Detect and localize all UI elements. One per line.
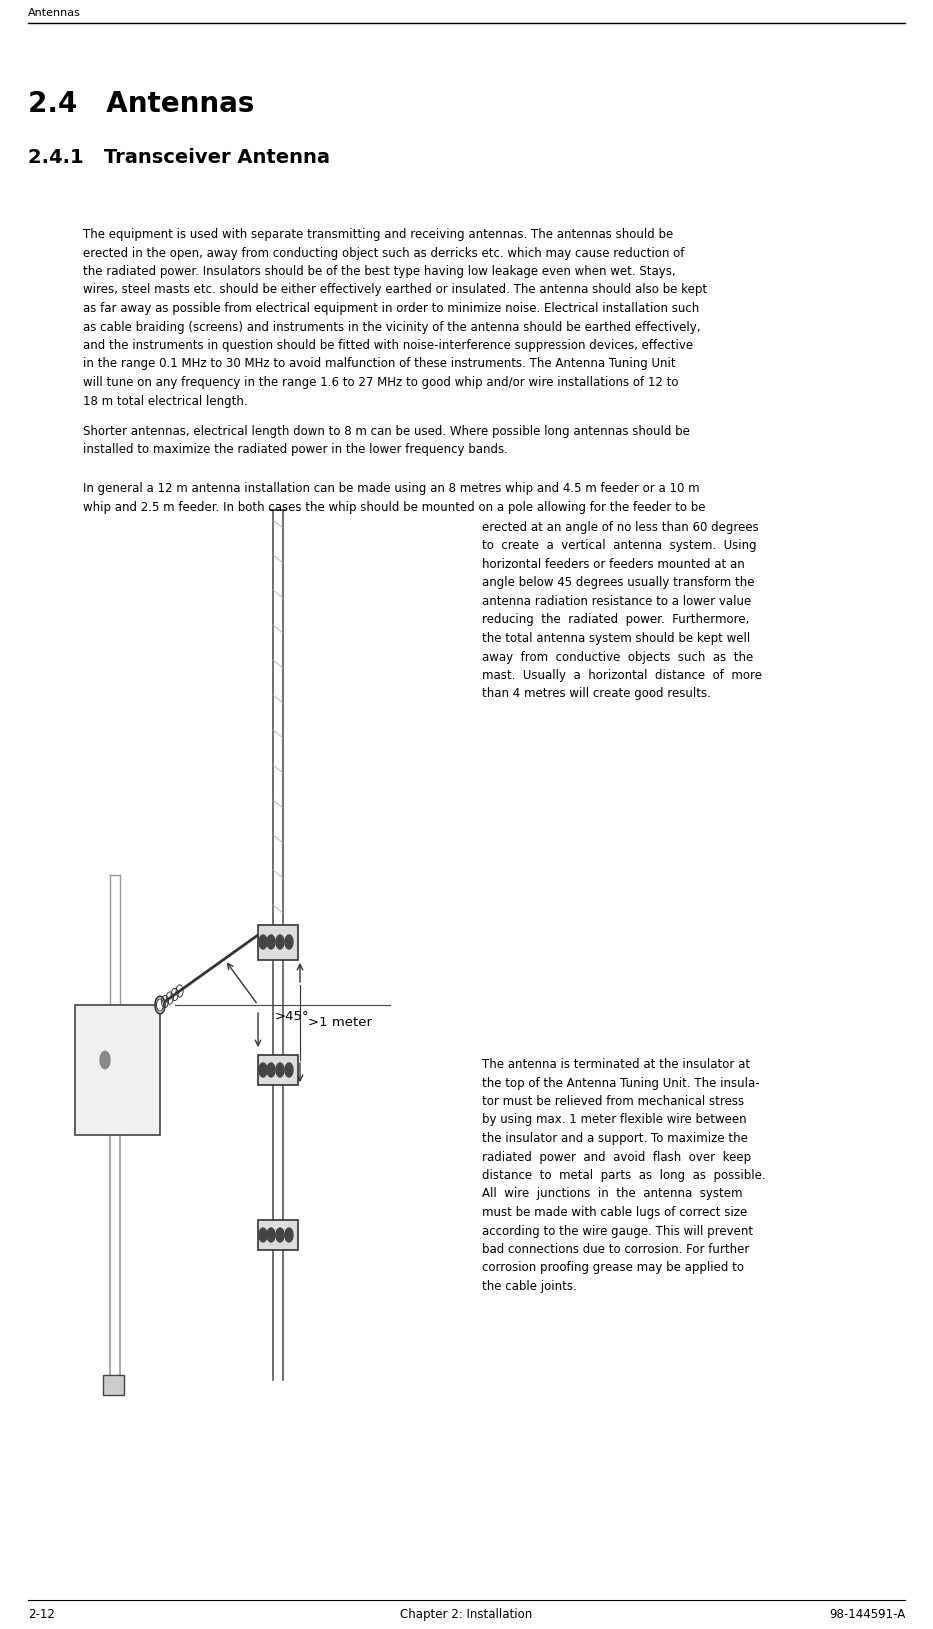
Circle shape	[276, 1228, 284, 1241]
Text: bad connections due to corrosion. For further: bad connections due to corrosion. For fu…	[482, 1243, 749, 1256]
Text: The equipment is used with separate transmitting and receiving antennas. The ant: The equipment is used with separate tran…	[83, 228, 674, 241]
Text: the top of the Antenna Tuning Unit. The insula-: the top of the Antenna Tuning Unit. The …	[482, 1077, 759, 1090]
Text: corrosion proofing grease may be applied to: corrosion proofing grease may be applied…	[482, 1261, 744, 1274]
Text: installed to maximize the radiated power in the lower frequency bands.: installed to maximize the radiated power…	[83, 443, 508, 456]
Circle shape	[285, 1064, 293, 1077]
Bar	[103, 1375, 124, 1394]
Text: All  wire  junctions  in  the  antenna  system: All wire junctions in the antenna system	[482, 1188, 743, 1201]
Circle shape	[276, 1064, 284, 1077]
FancyBboxPatch shape	[258, 1220, 298, 1249]
Circle shape	[259, 1228, 267, 1241]
Text: 98-144591-A: 98-144591-A	[829, 1608, 905, 1621]
Circle shape	[267, 1064, 275, 1077]
Text: Chapter 2: Installation: Chapter 2: Installation	[400, 1608, 533, 1621]
Circle shape	[259, 1064, 267, 1077]
Text: by using max. 1 meter flexible wire between: by using max. 1 meter flexible wire betw…	[482, 1114, 746, 1127]
Text: mast.  Usually  a  horizontal  distance  of  more: mast. Usually a horizontal distance of m…	[482, 670, 762, 683]
FancyBboxPatch shape	[258, 1056, 298, 1085]
Text: whip and 2.5 m feeder. In both cases the whip should be mounted on a pole allowi: whip and 2.5 m feeder. In both cases the…	[83, 500, 705, 513]
Text: the total antenna system should be kept well: the total antenna system should be kept …	[482, 632, 750, 645]
Text: In general a 12 m antenna installation can be made using an 8 metres whip and 4.: In general a 12 m antenna installation c…	[83, 482, 700, 495]
Circle shape	[267, 1228, 275, 1241]
Text: 2-12: 2-12	[28, 1608, 55, 1621]
Text: angle below 45 degrees usually transform the: angle below 45 degrees usually transform…	[482, 577, 755, 590]
Text: 2.4   Antennas: 2.4 Antennas	[28, 90, 255, 117]
Text: in the range 0.1 MHz to 30 MHz to avoid malfunction of these instruments. The An: in the range 0.1 MHz to 30 MHz to avoid …	[83, 357, 675, 370]
Text: tor must be relieved from mechanical stress: tor must be relieved from mechanical str…	[482, 1095, 745, 1108]
Circle shape	[155, 997, 165, 1013]
Bar	[75, 1005, 160, 1135]
Text: than 4 metres will create good results.: than 4 metres will create good results.	[482, 687, 711, 700]
Text: The antenna is terminated at the insulator at: The antenna is terminated at the insulat…	[482, 1057, 750, 1070]
Circle shape	[267, 935, 275, 950]
Text: to  create  a  vertical  antenna  system.  Using: to create a vertical antenna system. Usi…	[482, 539, 757, 552]
Text: will tune on any frequency in the range 1.6 to 27 MHz to good whip and/or wire i: will tune on any frequency in the range …	[83, 376, 678, 389]
Text: Antennas: Antennas	[28, 8, 81, 18]
FancyBboxPatch shape	[258, 925, 298, 959]
Text: and the instruments in question should be fitted with noise-interference suppres: and the instruments in question should b…	[83, 339, 693, 352]
Text: must be made with cable lugs of correct size: must be made with cable lugs of correct …	[482, 1205, 747, 1218]
Text: distance  to  metal  parts  as  long  as  possible.: distance to metal parts as long as possi…	[482, 1170, 766, 1183]
Text: 18 m total electrical length.: 18 m total electrical length.	[83, 394, 247, 407]
Circle shape	[276, 935, 284, 950]
Text: the cable joints.: the cable joints.	[482, 1280, 577, 1293]
Text: erected in the open, away from conducting object such as derricks etc. which may: erected in the open, away from conductin…	[83, 246, 685, 259]
Text: away  from  conductive  objects  such  as  the: away from conductive objects such as the	[482, 650, 753, 663]
Text: >45°: >45°	[275, 1010, 310, 1023]
Text: antenna radiation resistance to a lower value: antenna radiation resistance to a lower …	[482, 595, 751, 608]
Circle shape	[259, 935, 267, 950]
Text: erected at an angle of no less than 60 degrees: erected at an angle of no less than 60 d…	[482, 521, 759, 534]
Text: horizontal feeders or feeders mounted at an: horizontal feeders or feeders mounted at…	[482, 559, 745, 572]
Text: the radiated power. Insulators should be of the best type having low leakage eve: the radiated power. Insulators should be…	[83, 266, 675, 279]
Text: wires, steel masts etc. should be either effectively earthed or insulated. The a: wires, steel masts etc. should be either…	[83, 283, 707, 296]
Text: as cable braiding (screens) and instruments in the vicinity of the antenna shoul: as cable braiding (screens) and instrume…	[83, 321, 701, 334]
Text: the insulator and a support. To maximize the: the insulator and a support. To maximize…	[482, 1132, 748, 1145]
Text: according to the wire gauge. This will prevent: according to the wire gauge. This will p…	[482, 1225, 753, 1238]
Text: radiated  power  and  avoid  flash  over  keep: radiated power and avoid flash over keep	[482, 1150, 751, 1163]
Text: reducing  the  radiated  power.  Furthermore,: reducing the radiated power. Furthermore…	[482, 614, 749, 627]
Circle shape	[285, 935, 293, 950]
Text: Shorter antennas, electrical length down to 8 m can be used. Where possible long: Shorter antennas, electrical length down…	[83, 425, 689, 438]
Circle shape	[100, 1051, 110, 1069]
Text: 2.4.1   Transceiver Antenna: 2.4.1 Transceiver Antenna	[28, 148, 330, 168]
Text: >1 meter: >1 meter	[308, 1016, 372, 1030]
Circle shape	[285, 1228, 293, 1241]
Text: as far away as possible from electrical equipment in order to minimize noise. El: as far away as possible from electrical …	[83, 301, 699, 314]
